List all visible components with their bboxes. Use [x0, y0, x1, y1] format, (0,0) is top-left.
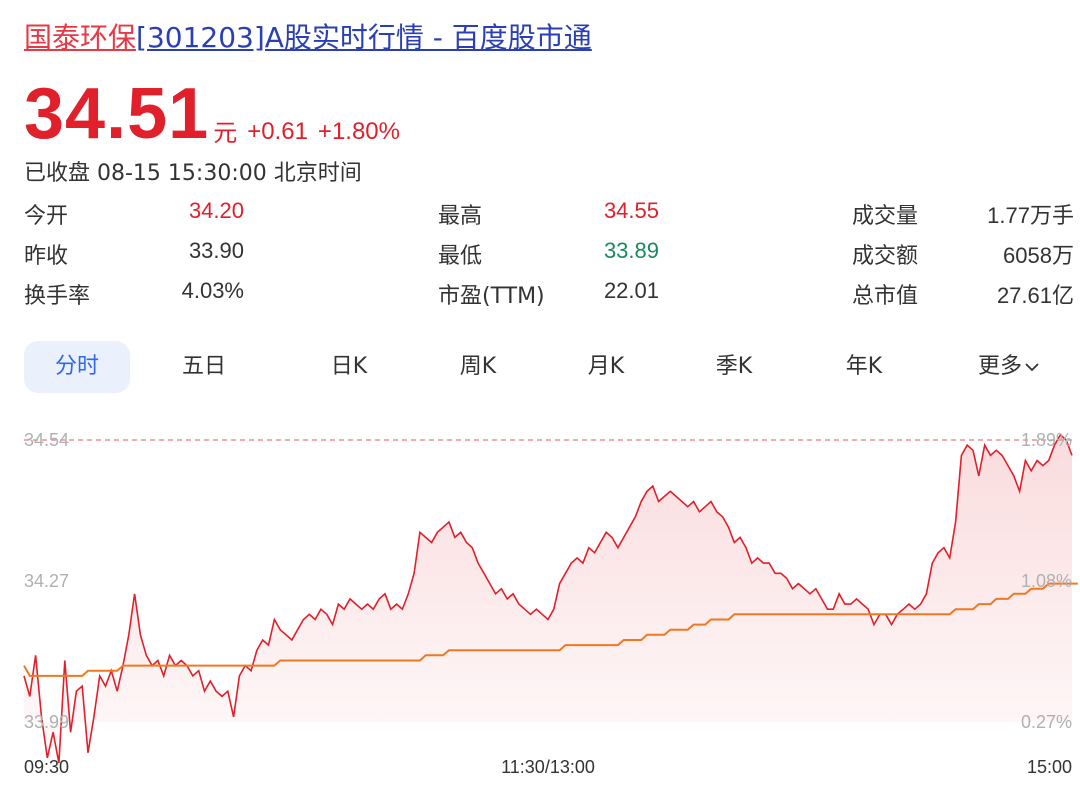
stat-label: 成交量 [852, 204, 919, 229]
tab-daily-k[interactable]: 日K [330, 354, 368, 379]
page-title[interactable]: 国泰环保[301203]A股实时行情 - 百度股市通 [24, 18, 592, 58]
chevron-down-icon [1022, 354, 1040, 379]
stat-label: 最低 [438, 244, 483, 269]
intraday-chart[interactable]: 34.54 34.27 33.99 1.89% 1.08% 0.27% 09:30 11:30… [0, 420, 1080, 792]
tab-five-day[interactable]: 五日 [181, 354, 226, 379]
tab-monthly-k[interactable]: 月K [587, 354, 625, 379]
stat-value: 4.03% [181, 278, 244, 303]
tab-more[interactable]: 更多 [964, 341, 1054, 393]
y-axis-left-tick: 34.54 [24, 430, 69, 450]
stat-label: 换手率 [24, 284, 91, 309]
stat-value: 34.55 [603, 198, 659, 223]
x-axis-time-tick: 11:30/13:00 [501, 757, 595, 777]
stat-value: 6058万 [1003, 243, 1074, 268]
stat-label: 今开 [24, 204, 69, 229]
price-change-percent: +1.80% [317, 118, 400, 145]
price-change: +0.61 [247, 118, 308, 145]
title-stock-code-link[interactable]: [301203]A股实时行情 - 百度股市通 [136, 21, 592, 54]
y-axis-left-tick: 33.99 [24, 712, 69, 732]
stat-value: 1.77万手 [987, 203, 1074, 228]
stat-value: 27.61亿 [996, 283, 1074, 308]
stat-value: 22.01 [603, 278, 659, 303]
y-axis-right-tick: 1.89% [1021, 430, 1072, 450]
stat-value: 34.20 [188, 198, 244, 223]
y-axis-left-tick: 34.27 [24, 571, 69, 591]
x-axis-time-tick: 15:00 [1027, 757, 1072, 777]
y-axis-right-tick: 1.08% [1021, 571, 1072, 591]
avg-price-line [23, 582, 1078, 677]
x-axis-time-tick: 09:30 [24, 757, 69, 777]
tab-yearly-k[interactable]: 年K [845, 354, 883, 379]
tab-intraday[interactable]: 分时 [24, 341, 130, 393]
stat-label: 市盈(TTM) [438, 284, 545, 309]
stat-label: 最高 [438, 204, 483, 229]
title-stock-name-link[interactable]: 国泰环保 [24, 21, 137, 54]
stat-label: 昨收 [24, 244, 69, 269]
price-row: 34.51 元 +0.61 +1.80% [24, 74, 400, 154]
y-axis-right-tick: 0.27% [1021, 712, 1072, 732]
chart-period-tabs: 分时 五日 日K 周K 月K 季K 年K 更多 [24, 341, 1074, 393]
price-unit: 元 [213, 119, 238, 147]
stat-label: 成交额 [852, 244, 919, 269]
stat-value: 33.89 [603, 238, 659, 263]
tab-quarterly-k[interactable]: 季K [715, 354, 753, 379]
stat-value: 33.90 [188, 238, 244, 263]
tab-more-label: 更多 [977, 354, 1022, 379]
tab-weekly-k[interactable]: 周K [459, 354, 497, 379]
stat-label: 总市值 [852, 284, 919, 309]
current-price: 34.51 [24, 74, 210, 154]
market-status: 已收盘 08-15 15:30:00 北京时间 [24, 161, 362, 186]
price-area [24, 434, 1072, 763]
